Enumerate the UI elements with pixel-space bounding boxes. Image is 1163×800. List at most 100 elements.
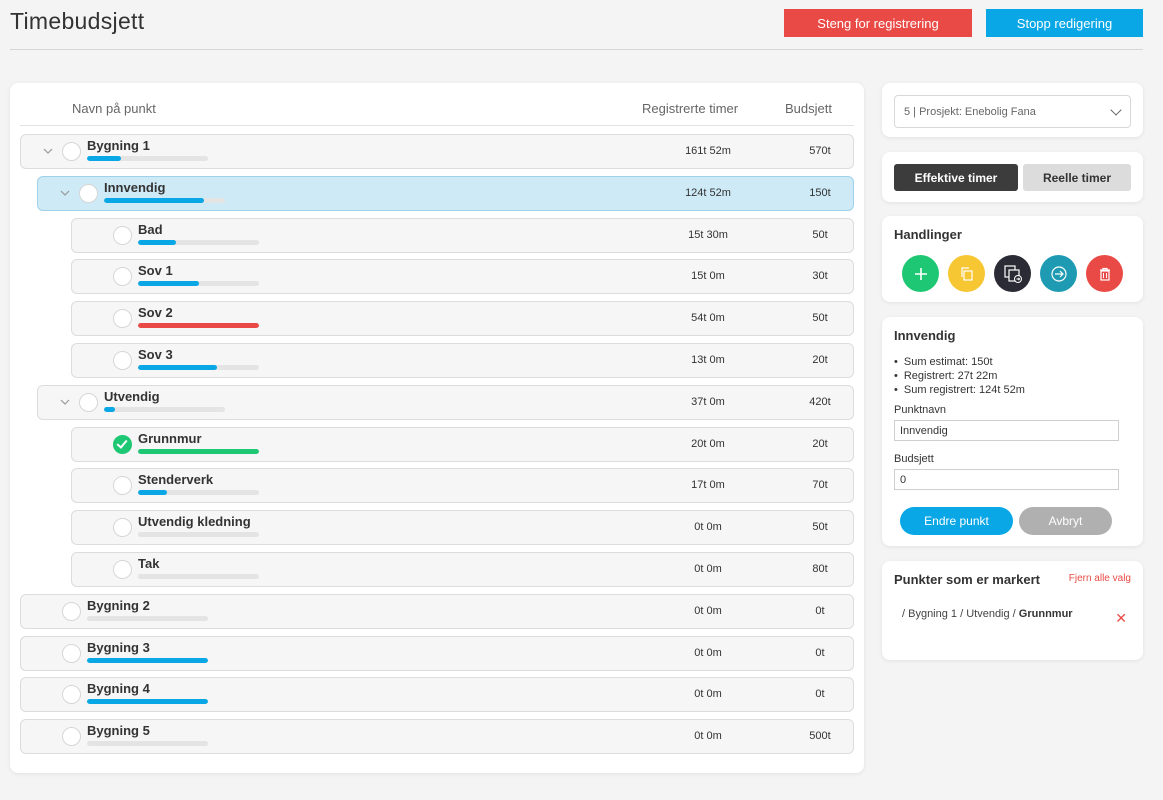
progress-fill [104,407,115,412]
tree-row[interactable]: Utvendig 37t 0m 420t [37,385,854,420]
row-name: Stenderverk [138,472,214,487]
cancel-button[interactable]: Avbryt [1019,507,1112,535]
sum-estimate-text: Sum estimat: 150t [894,355,1025,369]
select-checkbox[interactable] [113,560,132,579]
tree-row[interactable]: Bygning 3 0t 0m 0t [20,636,854,671]
row-name: Innvendig [104,180,166,195]
select-checkbox[interactable] [79,184,98,203]
tree-row[interactable]: Sov 1 15t 0m 30t [71,259,854,294]
select-checkbox[interactable] [62,602,81,621]
select-checkbox[interactable] [113,267,132,286]
effective-hours-toggle[interactable]: Effektive timer [894,164,1018,191]
registered-hours: 54t 0m [691,312,725,324]
close-icon[interactable]: ✕ [1115,610,1127,626]
point-name-input[interactable] [894,420,1119,441]
budget-hours: 30t [812,270,828,282]
tree-row[interactable]: Bygning 1 161t 52m 570t [20,134,854,169]
select-checkbox[interactable] [79,393,98,412]
progress-bar [138,574,259,579]
select-checkbox[interactable] [62,644,81,663]
registered-hours: 37t 0m [691,396,725,408]
tree-row[interactable]: Sov 3 13t 0m 20t [71,343,854,378]
progress-bar [138,490,259,495]
select-checkbox[interactable] [113,309,132,328]
progress-bar [87,741,208,746]
forward-button[interactable] [1040,255,1077,292]
tree-row[interactable]: Tak 0t 0m 80t [71,552,854,587]
select-checkbox[interactable] [62,685,81,704]
tree-row[interactable]: Bad 15t 30m 50t [71,218,854,253]
arrow-right-circle-icon [1050,265,1067,282]
progress-bar [138,532,259,537]
registered-hours: 0t 0m [694,730,722,742]
budget-hours: 50t [812,229,828,241]
tree-row[interactable]: Bygning 5 0t 0m 500t [20,719,854,754]
progress-bar [87,156,208,161]
column-header-name: Navn på punkt [72,101,156,116]
budget-input[interactable] [894,469,1119,490]
check-icon [116,437,128,449]
edit-point-button[interactable]: Endre punkt [900,507,1013,535]
copy-icon [960,266,973,281]
lock-registration-button[interactable]: Steng for registrering [784,9,972,37]
select-checkbox[interactable] [113,518,132,537]
select-checkbox[interactable] [113,351,132,370]
project-select-value: 5 | Prosjekt: Enebolig Fana [904,105,1036,118]
progress-fill [138,323,259,328]
move-button[interactable] [994,255,1031,292]
trash-icon [1099,267,1110,281]
copy-button[interactable] [948,255,985,292]
row-name: Utvendig kledning [138,514,251,529]
select-checkbox[interactable] [62,727,81,746]
registered-hours: 15t 0m [691,270,725,282]
budget-hours: 50t [812,312,828,324]
select-checkbox[interactable] [62,142,81,161]
point-name-label: Punktnavn [894,404,946,416]
chevron-down-icon[interactable] [59,396,71,408]
project-select[interactable]: 5 | Prosjekt: Enebolig Fana [894,95,1131,128]
tree-row[interactable]: Innvendig 124t 52m 150t [37,176,854,211]
real-hours-toggle[interactable]: Reelle timer [1023,164,1131,191]
plus-icon [914,267,927,280]
sum-registered-text: Sum registrert: 124t 52m [894,383,1025,397]
select-checkbox[interactable] [113,476,132,495]
checked-checkbox[interactable] [113,435,132,454]
progress-bar [138,323,259,328]
tree-row[interactable]: Bygning 2 0t 0m 0t [20,594,854,629]
registered-hours: 17t 0m [691,479,725,491]
progress-fill [138,240,176,245]
row-name: Sov 2 [138,305,173,320]
tree-row[interactable]: Sov 2 54t 0m 50t [71,301,854,336]
registered-hours: 20t 0m [691,438,725,450]
row-name: Bygning 4 [87,681,150,696]
column-header-registered: Registrerte timer [642,101,739,116]
add-button[interactable] [902,255,939,292]
row-name: Bygning 3 [87,640,150,655]
select-checkbox[interactable] [113,226,132,245]
stop-editing-button[interactable]: Stopp redigering [986,9,1143,37]
budget-label: Budsjett [894,453,934,465]
details-summary: Sum estimat: 150t Registrert: 27t 22m Su… [894,355,1025,397]
registered-hours: 124t 52m [685,187,731,199]
progress-bar [138,240,259,245]
tree-row[interactable]: Stenderverk 17t 0m 70t [71,468,854,503]
progress-fill [104,198,205,203]
progress-bar [87,699,208,704]
registered-text: Registrert: 27t 22m [894,369,1025,383]
delete-button[interactable] [1086,255,1123,292]
clear-all-link[interactable]: Fjern alle valg [1068,573,1131,584]
marked-path-prefix: / Bygning 1 / Utvendig / [902,608,1019,620]
tree-row[interactable]: Utvendig kledning 0t 0m 50t [71,510,854,545]
registered-hours: 161t 52m [685,145,731,157]
registered-hours: 13t 0m [691,354,725,366]
header-divider [20,125,854,126]
progress-bar [104,198,225,203]
chevron-down-icon[interactable] [42,145,54,157]
budget-hours: 0t [815,605,825,617]
progress-fill [138,281,199,286]
tree-row[interactable]: Bygning 4 0t 0m 0t [20,677,854,712]
chevron-down-icon[interactable] [59,187,71,199]
progress-bar [104,407,225,412]
progress-bar [138,365,259,370]
tree-row[interactable]: Grunnmur 20t 0m 20t [71,427,854,462]
